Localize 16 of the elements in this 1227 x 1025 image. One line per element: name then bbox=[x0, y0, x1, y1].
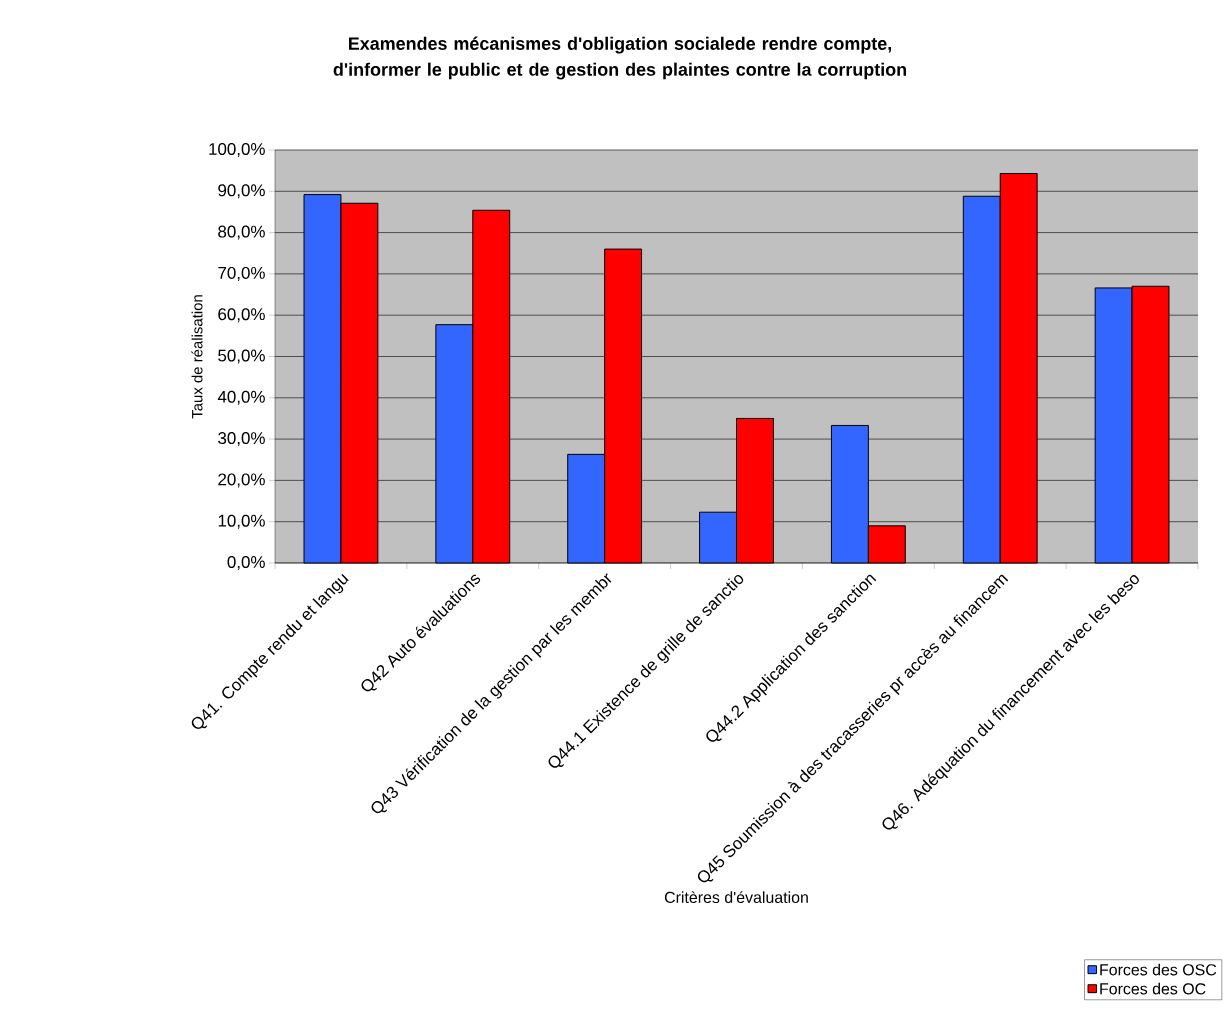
y-tick-label: 80,0% bbox=[218, 225, 265, 240]
y-tick-label: 90,0% bbox=[218, 184, 265, 199]
x-axis-title: Critères d'évaluation bbox=[664, 891, 808, 904]
y-tick-label: 30,0% bbox=[218, 432, 265, 447]
y-tick-label: 0,0% bbox=[227, 555, 265, 570]
y-tick-label: 70,0% bbox=[218, 266, 265, 281]
legend-label: Forces des OSC bbox=[1100, 963, 1217, 976]
y-tick-label: 50,0% bbox=[218, 349, 265, 364]
y-tick-label: 10,0% bbox=[218, 514, 265, 529]
y-tick-label: 100,0% bbox=[209, 142, 265, 157]
y-tick-label: 40,0% bbox=[217, 390, 265, 405]
chart-title: Examendes mécanismes d'obligation socialede rendre compte, d'informer le public et de gestion des plaintes contre la corruption bbox=[333, 36, 907, 80]
legend-label: Forces des OC bbox=[1100, 982, 1206, 995]
y-axis-title: Taux de réalisation bbox=[191, 295, 203, 419]
y-tick-label: 20,0% bbox=[218, 473, 265, 488]
y-tick-label: 60,0% bbox=[218, 308, 265, 323]
